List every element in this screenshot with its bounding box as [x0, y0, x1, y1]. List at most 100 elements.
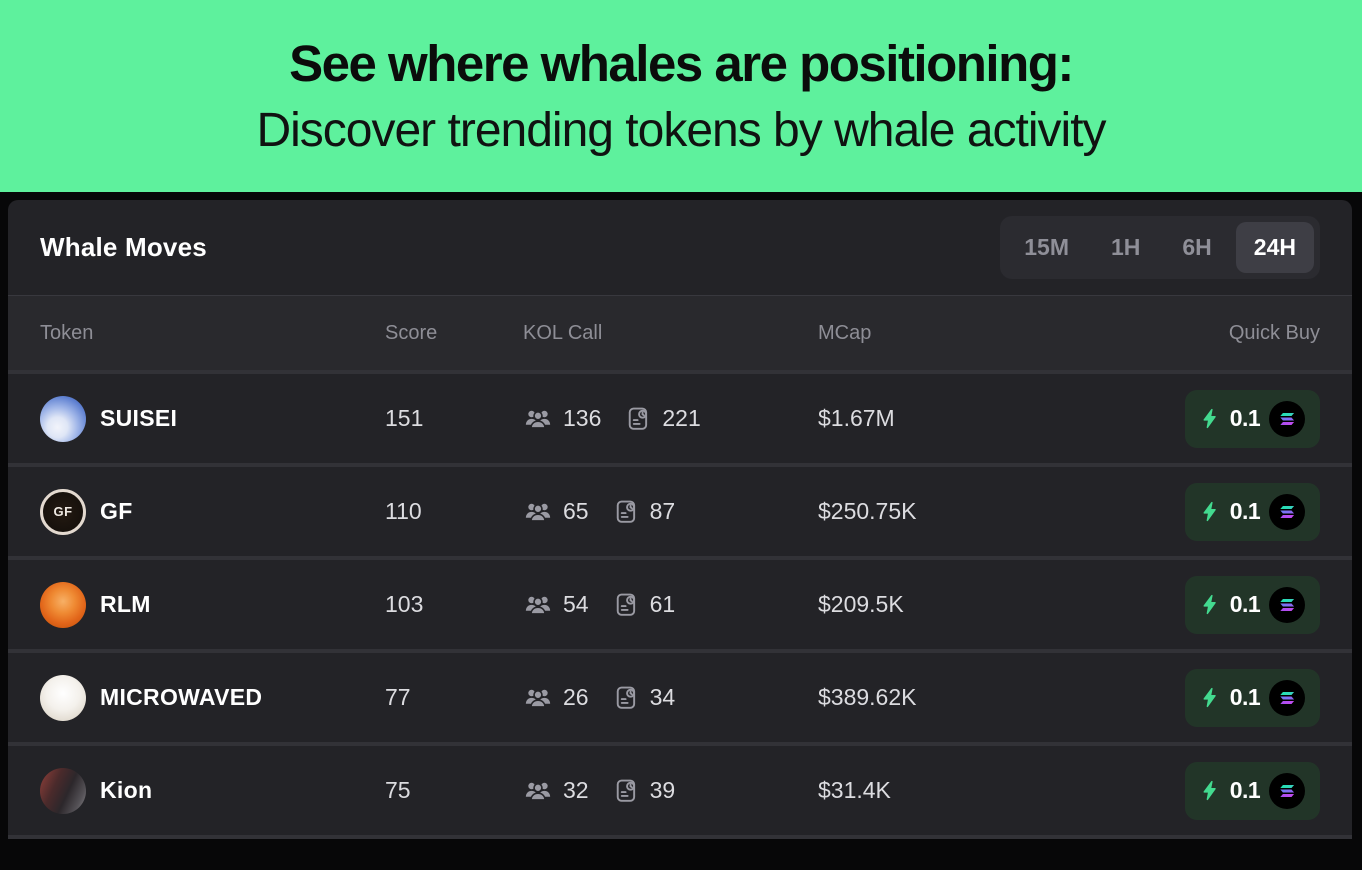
score-value: 110 [385, 498, 422, 524]
quick-buy-button[interactable]: 0.1 [1185, 575, 1320, 634]
time-filter-group: 15M 1H 6H 24H [1000, 216, 1320, 279]
quick-buy-button[interactable]: 0.1 [1185, 482, 1320, 541]
table-row: RLM 103 54 [8, 556, 1352, 649]
solana-icon [1269, 679, 1306, 716]
column-header-score: Score [385, 321, 438, 344]
token-avatar [40, 767, 86, 814]
quick-buy-cell: 0.1 [1185, 761, 1320, 820]
file-clock-icon [613, 498, 640, 525]
kol-call-cell: 65 87 [523, 498, 818, 525]
kol-calls-count: 221 [662, 405, 701, 431]
score-value: 75 [385, 777, 411, 803]
banner-subtitle: Discover trending tokens by whale activi… [256, 104, 1106, 157]
token-avatar: GF [40, 488, 86, 535]
kol-users-count: 32 [563, 777, 589, 803]
quick-buy-amount: 0.1 [1229, 498, 1261, 524]
token-name: MICROWAVED [100, 684, 263, 710]
token-cell[interactable]: MICROWAVED [40, 674, 385, 721]
solana-icon [1269, 772, 1306, 809]
kol-users-count: 54 [563, 591, 589, 617]
lightning-icon [1200, 684, 1221, 711]
quick-buy-amount: 0.1 [1229, 684, 1261, 710]
table-row: MICROWAVED 77 26 [8, 649, 1352, 742]
mcap-value: $389.62K [818, 684, 917, 710]
column-header-kol-call: KOL Call [523, 321, 603, 344]
file-clock-icon [613, 777, 640, 804]
token-avatar [40, 395, 86, 442]
quick-buy-amount: 0.1 [1229, 591, 1261, 617]
solana-icon [1269, 586, 1306, 623]
mcap-cell: $1.67M [818, 405, 1185, 432]
kol-call-cell: 26 34 [523, 684, 818, 711]
token-avatar [40, 581, 86, 628]
token-cell[interactable]: Kion [40, 767, 385, 814]
kol-calls-count: 61 [649, 591, 676, 617]
lightning-icon [1200, 591, 1221, 618]
quick-buy-button[interactable]: 0.1 [1185, 389, 1320, 448]
column-header-mcap: MCap [818, 321, 872, 344]
time-filter-tab-15m[interactable]: 15M [1006, 222, 1087, 273]
users-group-icon [523, 405, 553, 432]
table-row: GF GF 110 65 [8, 463, 1352, 556]
table-column-header: Token Score KOL Call MCap Quick Buy [8, 296, 1352, 370]
whale-moves-panel: Whale Moves 15M 1H 6H 24H Token Score KO… [8, 200, 1352, 835]
solana-icon [1269, 493, 1306, 530]
quick-buy-cell: 0.1 [1185, 389, 1320, 448]
users-group-icon [523, 591, 553, 618]
file-clock-icon [625, 405, 652, 432]
kol-users-count: 65 [563, 498, 589, 524]
quick-buy-button[interactable]: 0.1 [1185, 668, 1320, 727]
panel-header: Whale Moves 15M 1H 6H 24H [8, 200, 1352, 296]
time-filter-tab-24h[interactable]: 24H [1235, 222, 1314, 273]
time-filter-tab-1h[interactable]: 1H [1093, 222, 1158, 273]
token-name: GF [100, 498, 133, 524]
quick-buy-cell: 0.1 [1185, 668, 1320, 727]
column-header-quick-buy: Quick Buy [1228, 321, 1320, 344]
mcap-value: $250.75K [818, 498, 917, 524]
token-cell[interactable]: GF GF [40, 488, 385, 535]
kol-users-count: 136 [563, 405, 602, 431]
token-rows: SUISEI 151 136 [8, 370, 1352, 835]
quick-buy-amount: 0.1 [1229, 777, 1261, 803]
kol-calls-count: 39 [649, 777, 676, 803]
mcap-value: $1.67M [818, 405, 895, 431]
panel-title: Whale Moves [40, 232, 207, 262]
mcap-value: $31.4K [818, 777, 891, 803]
mcap-cell: $31.4K [818, 777, 1185, 804]
quick-buy-button[interactable]: 0.1 [1185, 761, 1320, 820]
token-cell[interactable]: SUISEI [40, 395, 385, 442]
promo-banner: See where whales are positioning: Discov… [0, 0, 1362, 192]
table-row: Kion 75 32 [8, 742, 1352, 835]
token-cell[interactable]: RLM [40, 581, 385, 628]
score-value: 151 [385, 405, 424, 431]
score-value: 103 [385, 591, 424, 617]
quick-buy-cell: 0.1 [1185, 575, 1320, 634]
token-name: SUISEI [100, 405, 178, 431]
quick-buy-amount: 0.1 [1229, 405, 1261, 431]
quick-buy-cell: 0.1 [1185, 482, 1320, 541]
lightning-icon [1200, 405, 1221, 432]
token-name: RLM [100, 591, 151, 617]
column-header-token: Token [40, 321, 94, 344]
score-cell: 75 [385, 777, 523, 804]
token-name: Kion [100, 777, 153, 803]
file-clock-icon [613, 591, 640, 618]
kol-call-cell: 136 221 [523, 405, 818, 432]
users-group-icon [523, 498, 553, 525]
token-avatar-label: GF [53, 504, 73, 519]
banner-title: See where whales are positioning: [289, 35, 1074, 92]
mcap-cell: $209.5K [818, 591, 1185, 618]
solana-icon [1269, 400, 1306, 437]
score-cell: 110 [385, 498, 523, 525]
score-value: 77 [385, 684, 411, 710]
kol-call-cell: 54 61 [523, 591, 818, 618]
time-filter-tab-6h[interactable]: 6H [1164, 222, 1229, 273]
mcap-cell: $389.62K [818, 684, 1185, 711]
kol-call-cell: 32 39 [523, 777, 818, 804]
score-cell: 151 [385, 405, 523, 432]
mcap-cell: $250.75K [818, 498, 1185, 525]
kol-calls-count: 87 [649, 498, 676, 524]
kol-users-count: 26 [563, 684, 589, 710]
kol-calls-count: 34 [649, 684, 676, 710]
table-bottom-divider [8, 835, 1352, 839]
